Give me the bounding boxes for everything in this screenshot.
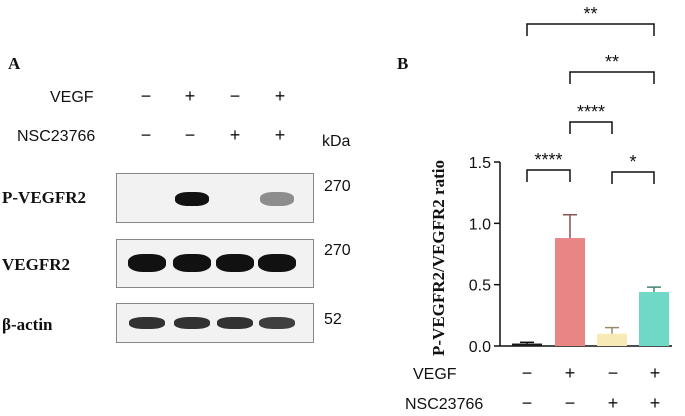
significance-bracket xyxy=(569,71,655,84)
significance-label: **** xyxy=(534,150,562,170)
b-nsc23766-sign: − xyxy=(564,393,576,413)
b-nsc23766-sign: + xyxy=(649,393,661,413)
b-nsc23766-sign: − xyxy=(521,393,533,413)
p-vegfr2-label: P-VEGFR2 xyxy=(2,188,87,207)
nsc23766-sign: − xyxy=(140,125,152,145)
significance-bracket xyxy=(526,169,571,182)
significance-label: ** xyxy=(583,4,597,24)
p-vegfr2-kda: 270 xyxy=(324,178,351,195)
blot-band xyxy=(216,254,254,272)
significance-label: ** xyxy=(605,52,619,72)
p-vegfr2-blot xyxy=(116,173,314,223)
vegfr2-kda: 270 xyxy=(324,242,351,259)
b-vegf-sign: − xyxy=(607,363,619,383)
blot-band xyxy=(173,254,211,272)
blot-band xyxy=(259,317,295,329)
b-vegf-sign: − xyxy=(521,363,533,383)
vegf-sign: − xyxy=(229,86,241,106)
blot-band xyxy=(128,254,166,272)
vegf-sign: + xyxy=(184,86,196,106)
blot-band xyxy=(260,192,294,206)
vegf-sign: + xyxy=(274,86,286,106)
blot-band xyxy=(175,192,209,206)
panel-a-letter: A xyxy=(8,54,21,73)
beta-actin-label: β-actin xyxy=(2,315,53,334)
y-tick-label: 0.5 xyxy=(469,278,491,295)
bar xyxy=(639,292,669,346)
blot-band xyxy=(217,317,253,329)
nsc23766-sign: + xyxy=(274,125,286,145)
bar xyxy=(512,343,542,346)
blot-band xyxy=(258,254,296,272)
beta-actin-kda: 52 xyxy=(324,311,342,328)
nsc23766-condition-label: NSC23766 xyxy=(17,128,96,145)
nsc23766-sign: + xyxy=(229,125,241,145)
panel-b-letter: B xyxy=(397,54,409,73)
b-nsc23766-sign: + xyxy=(607,393,619,413)
vegfr2-blot xyxy=(116,239,314,288)
y-tick-label: 1.5 xyxy=(469,155,491,172)
bar xyxy=(555,238,585,346)
significance-bracket xyxy=(611,171,655,184)
bar xyxy=(597,333,627,346)
significance-bracket xyxy=(526,23,655,36)
vegfr2-label: VEGFR2 xyxy=(2,255,70,274)
significance-bracket xyxy=(569,121,613,134)
y-tick-label: 0.0 xyxy=(469,339,491,356)
significance-label: * xyxy=(629,152,636,172)
vegf-condition-label: VEGF xyxy=(50,89,94,106)
b-nsc23766-label: NSC23766 xyxy=(405,396,484,413)
significance-label: **** xyxy=(577,102,605,122)
beta-actin-blot xyxy=(116,303,314,343)
blot-band xyxy=(174,317,210,329)
nsc23766-sign: − xyxy=(184,125,196,145)
kda-header: kDa xyxy=(322,133,351,150)
b-vegf-sign: + xyxy=(649,363,661,383)
blot-band xyxy=(129,317,165,329)
b-vegf-label: VEGF xyxy=(413,366,457,383)
y-axis-label: P-VEGFR2/VEGFR2 ratio xyxy=(429,160,448,356)
y-tick-label: 1.0 xyxy=(469,216,491,233)
b-vegf-sign: + xyxy=(564,363,576,383)
vegf-sign: − xyxy=(140,86,152,106)
